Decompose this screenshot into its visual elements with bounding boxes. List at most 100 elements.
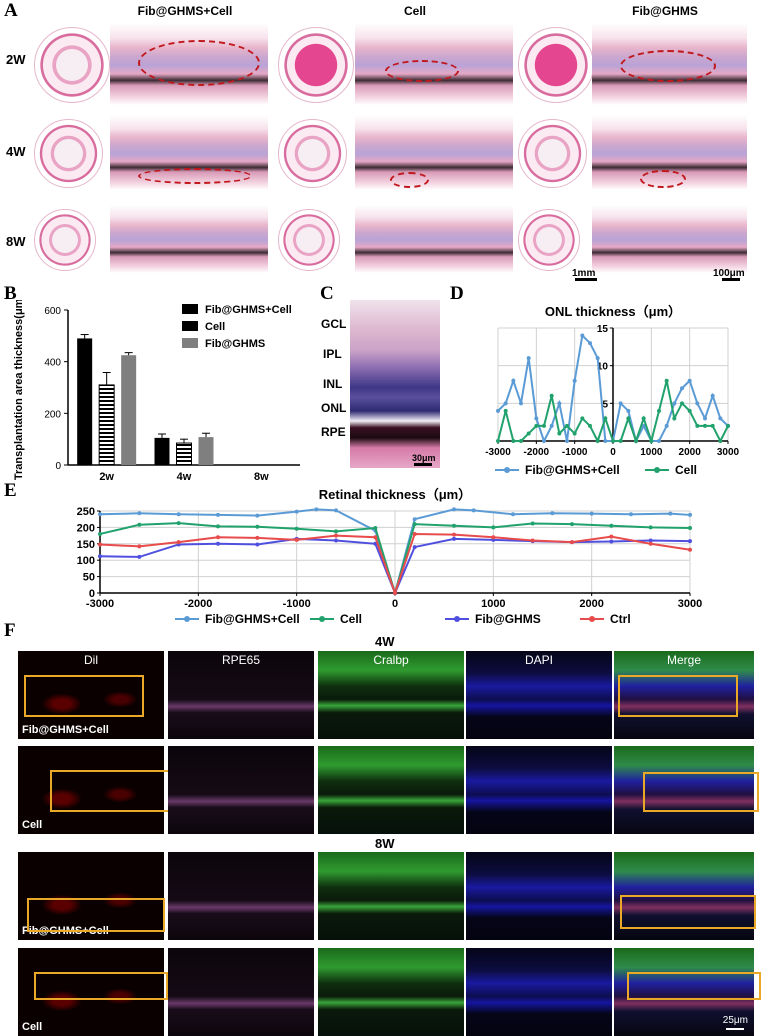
data-point: [589, 511, 594, 516]
panel-label-c: C: [320, 283, 334, 304]
legend-label: Cell: [675, 463, 697, 477]
stain-label: Dil: [84, 653, 98, 667]
layer-gcl: GCL: [321, 317, 347, 331]
data-point: [565, 439, 569, 443]
data-point: [255, 513, 260, 518]
x-tick-label: -2000: [184, 598, 212, 610]
fluorescence-image-rpe65: [168, 852, 314, 940]
data-point: [626, 408, 631, 413]
data-point: [580, 333, 585, 338]
data-point: [648, 538, 653, 543]
bar: [77, 338, 93, 465]
data-point: [657, 408, 661, 413]
data-point: [648, 541, 653, 546]
col-header-fib-ghms: Fib@GHMS: [632, 4, 698, 18]
data-point: [496, 439, 500, 443]
x-tick-label: 2000: [579, 598, 603, 610]
data-point: [668, 511, 673, 516]
data-point: [137, 522, 142, 527]
data-point: [137, 544, 142, 549]
fluorescence-image-merge: Merge: [614, 651, 754, 739]
data-point: [609, 539, 614, 544]
data-point: [530, 521, 535, 526]
x-tick-label: 0: [610, 447, 616, 458]
y-tick-label: 15: [597, 324, 609, 335]
panel-label-f: F: [4, 620, 16, 641]
data-point: [695, 423, 700, 428]
data-point: [452, 507, 456, 512]
data-point: [526, 431, 531, 436]
fluorescence-image-dil: Dil Fib@GHMS+Cell: [18, 651, 164, 739]
data-point: [572, 431, 577, 436]
data-point: [519, 439, 523, 443]
legend-label: Fib@GHMS: [475, 612, 541, 626]
data-point: [634, 439, 638, 443]
fluorescence-image-dapi: [466, 746, 612, 834]
data-point: [680, 386, 684, 391]
data-point: [588, 423, 592, 428]
data-point: [570, 540, 574, 545]
retina-section-image: [592, 205, 747, 273]
row-group-label: Fib@GHMS+Cell: [22, 724, 109, 736]
region-highlight-box: [34, 972, 168, 1000]
y-tick-label: 5: [602, 399, 608, 410]
region-highlight-box: [643, 772, 759, 812]
data-point: [626, 416, 631, 421]
eye-section-image: [518, 119, 587, 188]
data-point: [176, 512, 181, 517]
graft-outline: [640, 170, 686, 188]
data-point: [452, 532, 456, 537]
data-point: [688, 526, 692, 531]
eye-section-image: [518, 27, 594, 103]
data-point: [688, 512, 692, 517]
fluorescence-image-rpe65: [168, 948, 314, 1036]
graft-outline: [620, 50, 716, 82]
data-point: [294, 509, 299, 514]
data-point: [526, 356, 531, 361]
data-point: [452, 536, 456, 541]
fluorescence-image-cralbp: [318, 948, 464, 1036]
data-point: [511, 378, 516, 383]
fluorescence-image-dil: Cell: [18, 746, 164, 834]
x-tick-label: 2w: [99, 471, 114, 483]
row-label-2w: 2W: [6, 52, 26, 67]
data-point: [680, 401, 684, 406]
x-tick-label: 0: [392, 598, 398, 610]
data-point: [216, 512, 220, 517]
data-point: [611, 439, 615, 443]
fluorescence-image-merge: [614, 746, 754, 834]
fluorescence-image-cralbp: Cralbp: [318, 651, 464, 739]
scale-bar-1mm: [575, 278, 597, 281]
legend-label: Fib@GHMS+Cell: [205, 612, 300, 626]
data-point: [695, 401, 700, 406]
data-point: [412, 522, 417, 527]
data-point: [570, 522, 574, 527]
layer-rpe: RPE: [321, 425, 346, 439]
data-point: [491, 525, 496, 530]
data-point: [603, 416, 608, 421]
scale-bar-25um-label: 25μm: [722, 1015, 748, 1026]
x-tick-label: 1000: [481, 598, 505, 610]
eye-section-image: [34, 119, 103, 188]
data-point: [255, 535, 260, 540]
data-point: [609, 534, 614, 539]
data-point: [718, 416, 723, 421]
data-point: [550, 511, 555, 516]
data-point: [588, 341, 592, 346]
y-tick-label: 0: [89, 588, 95, 600]
x-tick-label: 3000: [717, 447, 740, 458]
panel-label-b: B: [4, 283, 17, 304]
data-point: [664, 423, 669, 428]
legend-swatch: [182, 304, 198, 314]
stain-label: Merge: [666, 653, 701, 667]
region-highlight-box: [24, 675, 144, 717]
data-point: [334, 538, 338, 543]
col-header-cell: Cell: [403, 4, 426, 18]
retina-section-image: [355, 115, 513, 190]
data-point: [688, 547, 692, 552]
data-point: [664, 378, 669, 383]
time-label-8w: 8W: [375, 836, 395, 851]
data-point: [595, 356, 600, 361]
data-point: [530, 538, 535, 543]
data-point: [629, 512, 633, 517]
